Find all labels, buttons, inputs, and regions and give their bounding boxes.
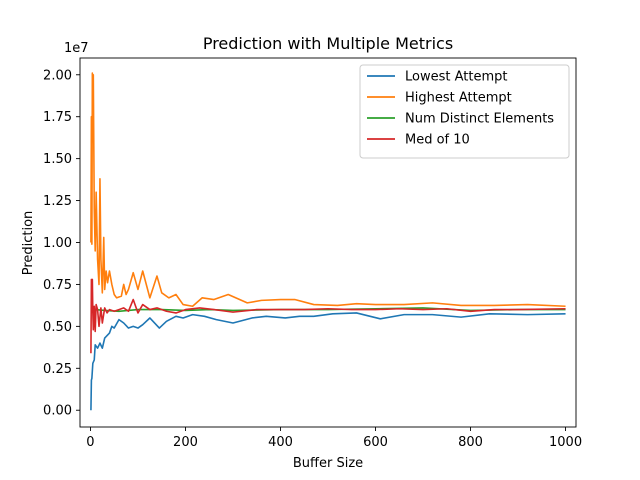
y-tick-label: 2.00 [43,68,72,83]
y-axis-label: Prediction [21,211,36,276]
y-tick-label: 0.00 [43,404,72,419]
y-tick-label: 0.75 [43,278,72,293]
legend-box [359,64,570,159]
y-tick-label: 0.25 [43,362,72,377]
x-tick-label: 400 [268,435,293,450]
y-tick-label: 1.75 [43,110,72,125]
series-line-1 [90,312,566,411]
legend-label-1: Lowest Attempt [405,70,507,85]
x-tick-label: 1000 [549,435,582,450]
x-tick-label: 600 [363,435,388,450]
series-line-2 [90,72,566,308]
y-tick-label: 1.25 [43,194,72,209]
legend-label-3: Num Distinct Elements [405,112,554,127]
y-tick-label: 0.50 [43,320,72,335]
y-offset-label: 1e7 [64,41,89,56]
x-tick-label: 0 [86,435,94,450]
legend: Lowest Attempt Highest Attempt Num Distinc… [359,64,570,159]
x-tick-label: 200 [173,435,198,450]
chart-title: Prediction with Multiple Metrics [203,34,453,53]
series-line-4 [90,278,566,354]
legend-label-4: Med of 10 [405,133,470,148]
x-axis-label: Buffer Size [293,456,363,471]
y-tick-label: 1.00 [43,236,72,251]
x-tick-label: 800 [458,435,483,450]
plot-area: 0 200 400 600 800 1000 0.00 0.25 0.50 0.75 1.00 1.2… [43,57,582,450]
legend-label-2: Highest Attempt [405,91,512,106]
y-tick-label: 1.50 [43,152,72,167]
